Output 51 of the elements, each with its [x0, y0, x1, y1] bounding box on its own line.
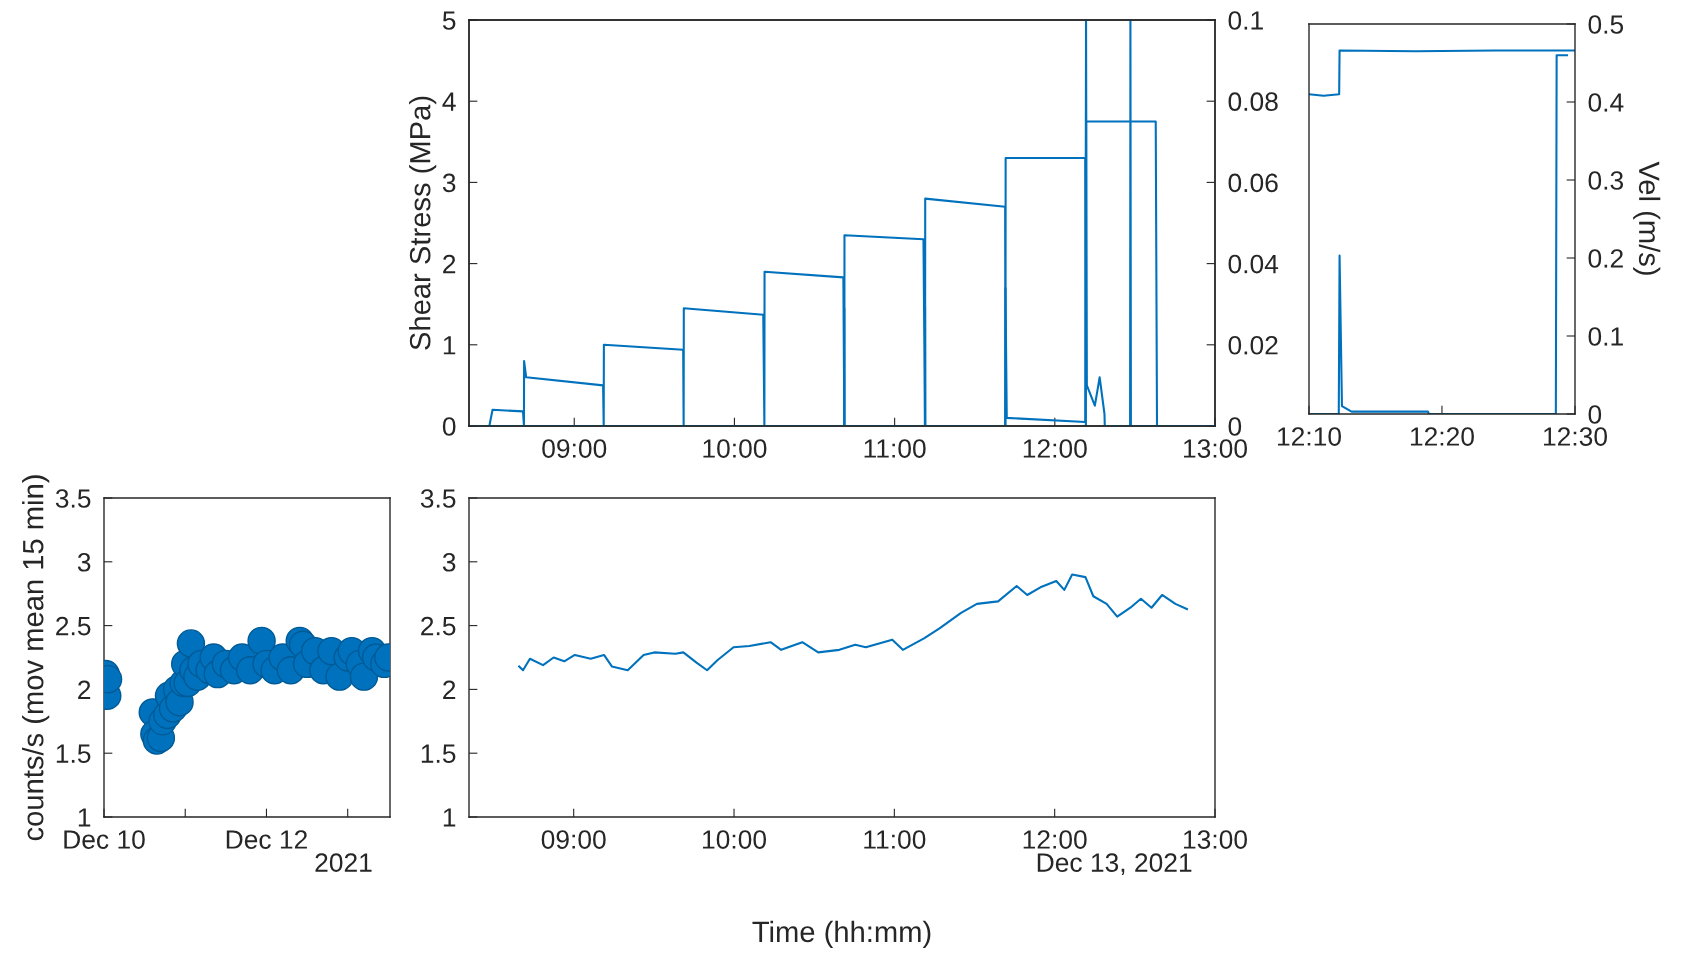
- y-tick-label: 2: [443, 254, 456, 274]
- x-tick-label: Dec 10: [64, 830, 145, 849]
- y-tick-label: 1: [443, 336, 456, 355]
- y-tick-label: 1.5: [56, 744, 91, 764]
- x-tick-label: 10:00: [703, 439, 767, 458]
- y-tick-label: 4: [442, 92, 456, 111]
- x-tick-label: 12:20: [1410, 427, 1474, 446]
- x-tick-label: 12:00: [1023, 439, 1087, 458]
- x-tick-label: 10:00: [703, 830, 767, 849]
- y2-tick-label: 0.4: [1588, 93, 1624, 112]
- y-tick-label: 2.5: [421, 616, 456, 636]
- y2-axis-title: Vel (m/s): [1633, 161, 1661, 275]
- text: Dec 13, 2021: [1037, 853, 1192, 876]
- x-tick-label: 12:00: [1023, 830, 1087, 849]
- y-tick-label: 2: [78, 680, 91, 699]
- x-tick-label: 12:10: [1278, 427, 1341, 446]
- y-tick-label: 2: [443, 680, 456, 699]
- y2-tick-label: 0.2: [1588, 249, 1623, 268]
- y2-tick-label: 0.5: [1588, 15, 1624, 34]
- y-tick-label: 3: [442, 552, 456, 572]
- x-tick-label: 11:00: [864, 830, 926, 849]
- x-tick-label: 11:00: [864, 439, 926, 458]
- x-axis-title: Time (hh:mm): [752, 920, 931, 948]
- y2-tick-label: 0.04: [1228, 254, 1279, 274]
- y-tick-label: 2.5: [56, 616, 91, 636]
- y2-tick-label: 0.06: [1228, 173, 1278, 193]
- y2-tick-label: 0.1: [1228, 11, 1263, 30]
- y-tick-label: 3: [442, 173, 456, 193]
- y2-tick-label: 0: [1228, 417, 1242, 436]
- x-tick-label: Dec 12: [226, 830, 307, 849]
- y2-tick-label: 0.02: [1228, 335, 1278, 355]
- y-tick-label: 3: [77, 552, 91, 572]
- y2-tick-label: 0.08: [1228, 92, 1278, 112]
- y-tick-label: 5: [442, 11, 456, 30]
- x-tick-label: 13:00: [1184, 830, 1247, 849]
- y-tick-label: 1: [443, 808, 456, 827]
- y-tick-label: 1: [78, 808, 91, 827]
- y-tick-label: 3.5: [420, 489, 456, 508]
- y-tick-label: 1.5: [421, 744, 456, 764]
- y2-tick-label: 0.3: [1588, 171, 1624, 190]
- x-tick-label: 12:30: [1544, 427, 1607, 446]
- y2-tick-label: 0: [1588, 405, 1602, 424]
- y-axis-title: counts/s (mov mean 15 min): [22, 475, 50, 841]
- text: 2021: [315, 853, 372, 872]
- x-tick-label: 13:00: [1184, 439, 1247, 458]
- x-tick-label: 09:00: [541, 830, 606, 849]
- y-tick-label: 3.5: [55, 489, 91, 508]
- y-axis-title: Shear Stress (MPa): [409, 96, 437, 350]
- y2-tick-label: 0.1: [1588, 327, 1623, 346]
- x-tick-label: 09:00: [542, 439, 607, 458]
- y-tick-label: 0: [442, 417, 456, 436]
